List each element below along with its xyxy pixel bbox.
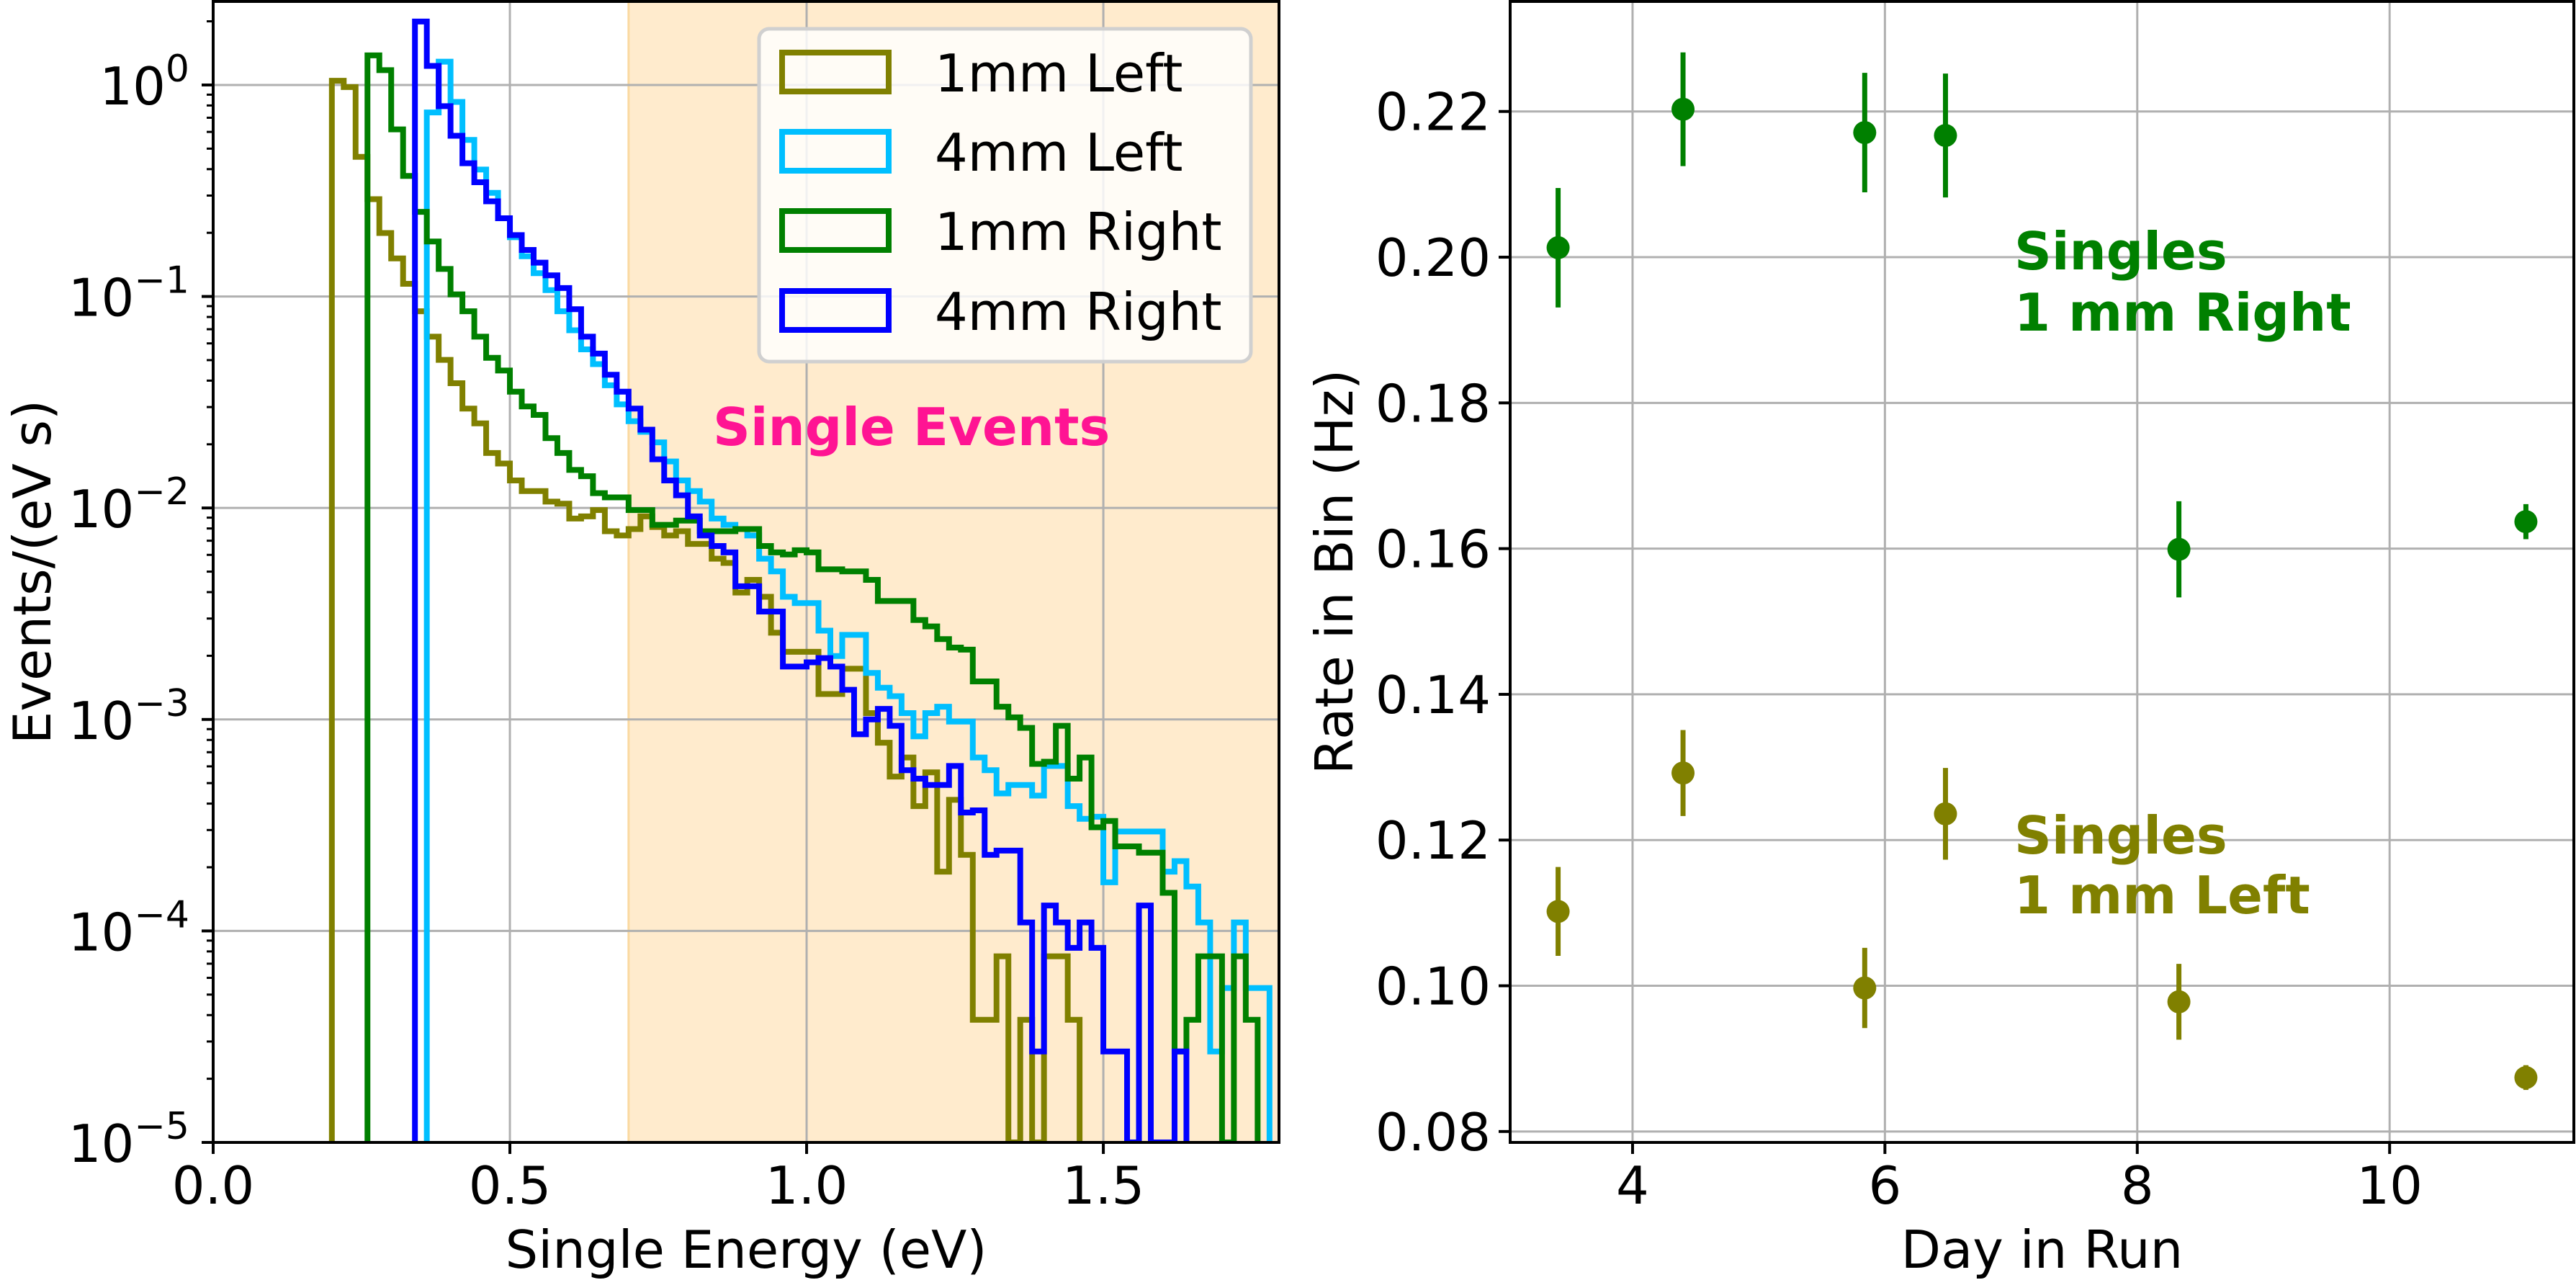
data-point [1853,121,1877,145]
y-tick-base: 10 [68,268,135,328]
data-point [1546,236,1570,259]
y-tick-exponent: −5 [134,1105,189,1148]
y-tick-label: 10−2 [68,470,189,540]
legend-label: 4mm Right [935,282,1222,342]
y-tick-label: 0.14 [1375,665,1491,725]
y-tick-exponent: 0 [166,48,189,91]
legend-swatch [779,50,892,94]
legend-swatch [779,208,892,253]
y-tick-exponent: −4 [134,893,189,936]
legend-swatch [779,129,892,174]
axes-frame [1509,0,2575,1144]
y-tick-label: 10−1 [68,259,189,328]
y-tick-label: 0.16 [1375,519,1491,580]
series-label: Singles [2014,805,2227,866]
data-point [2167,990,2191,1013]
points-group [1546,52,2538,1091]
y-tick-base: 10 [68,479,135,540]
y-axis-label: Rate in Bin (Hz) [1304,370,1365,775]
legend-label: 4mm Left [935,122,1182,183]
y-tick-label: 10−5 [68,1105,189,1174]
y-tick-exponent: −1 [134,259,189,303]
y-tick-label: 0.20 [1375,228,1491,288]
series-label: 1 mm Left [2014,865,2310,926]
y-tick-label: 0.22 [1375,82,1491,143]
histogram-1mm-right [364,52,1261,1142]
legend-swatch [779,288,892,333]
data-point [1546,900,1570,923]
series-label: Singles [2014,221,2227,282]
single-events-annotation: Single Events [713,397,1110,457]
x-axis-label: Single Energy (eV) [506,1219,987,1280]
series-label: 1 mm Right [2014,282,2351,343]
x-tick-label: 6 [1868,1155,1901,1216]
y-tick-label: 100 [99,48,189,117]
x-tick-label: 8 [2121,1155,2154,1216]
data-point [1671,761,1695,785]
y-tick-exponent: −2 [134,470,189,514]
y-tick-exponent: −3 [134,682,189,725]
data-point [1853,976,1877,1000]
legend-label: 1mm Left [935,43,1182,104]
x-tick-label: 4 [1616,1155,1649,1216]
histogram-4mm-right [412,18,1190,1142]
legend: 1mm Left 4mm Left 1mm Right 4mm Right [757,27,1253,364]
histogram-group [328,18,1273,1142]
y-axis-label: Events/(eV s) [2,400,63,744]
y-tick-label: 0.10 [1375,957,1491,1017]
histogram-1mm-left [328,78,1083,1142]
y-tick-label: 10−3 [68,682,189,751]
y-tick-label: 10−4 [68,893,189,962]
legend-frame [757,27,1253,364]
y-tick-base: 10 [68,902,135,962]
data-point [2167,537,2191,561]
y-tick-label: 0.12 [1375,810,1491,871]
data-point [2514,1065,2538,1089]
x-axis-label: Day in Run [1901,1219,2184,1280]
data-point [1934,124,1957,148]
x-tick-label: 0.0 [172,1155,255,1216]
y-tick-base: 10 [99,56,166,117]
y-tick-base: 10 [68,1114,135,1174]
x-tick-label: 10 [2356,1155,2423,1216]
data-point [2514,510,2538,534]
y-tick-base: 10 [68,691,135,751]
x-tick-label: 0.5 [469,1155,552,1216]
energy-spectrum-panel: Single Events 1mm Left 4mm Left 1mm Right 4m… [2,0,1280,1280]
data-point [1934,802,1957,825]
data-point [1671,97,1695,121]
y-tick-label: 0.18 [1375,373,1491,434]
x-tick-label: 1.0 [766,1155,848,1216]
legend-label: 1mm Right [935,202,1222,262]
y-tick-label: 0.08 [1375,1102,1491,1163]
x-tick-label: 1.5 [1062,1155,1145,1216]
